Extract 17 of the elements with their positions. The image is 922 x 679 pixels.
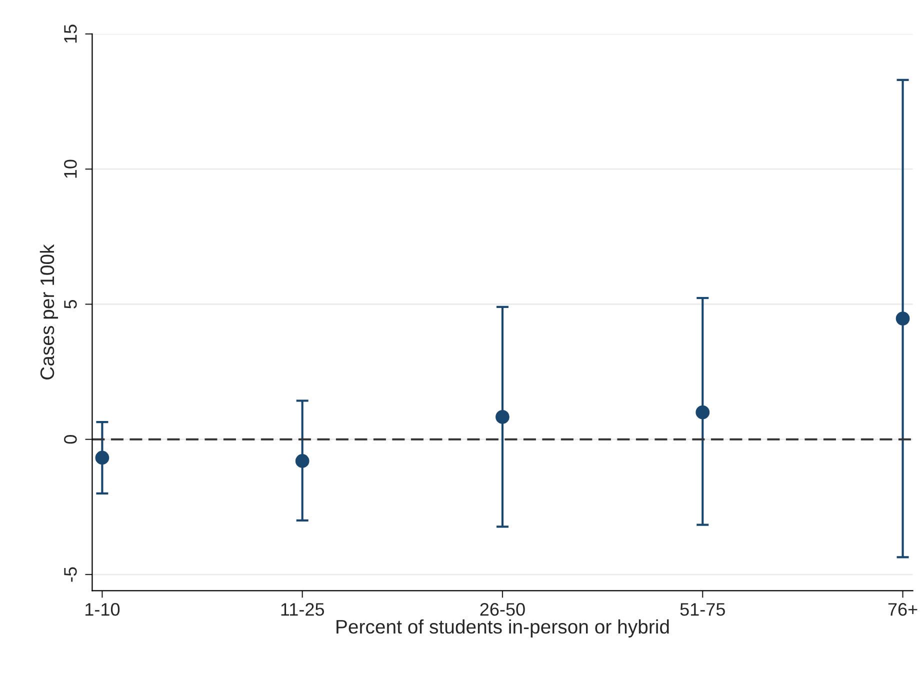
y-axis-title: Cases per 100k <box>40 244 58 380</box>
y-tick-label: 5 <box>64 300 77 309</box>
x-tick-label: 51-75 <box>680 603 725 616</box>
x-tick-label: 76+ <box>888 603 918 616</box>
x-tick-label: 1-10 <box>86 603 120 616</box>
point <box>95 450 110 465</box>
x-tick-label: 26-50 <box>480 603 525 616</box>
point <box>696 405 710 420</box>
y-tick-label: 0 <box>64 435 77 444</box>
point <box>496 410 510 424</box>
x-tick-label: 11-25 <box>281 603 324 616</box>
y-tick-label: 10 <box>64 160 77 178</box>
point <box>295 454 310 468</box>
y-tick-label: 15 <box>64 24 77 43</box>
point <box>896 312 910 326</box>
x-axis-title: Percent of students in-person or hybrid <box>336 619 669 638</box>
y-tick-label: -5 <box>64 567 77 582</box>
